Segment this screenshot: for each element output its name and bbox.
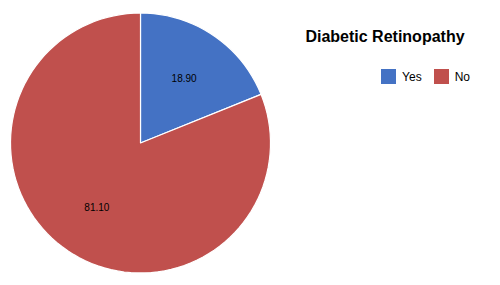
html-text:Yes: Yes [402,69,422,84]
svg-text:18.90: 18.90 [172,73,197,84]
svg-text:81.10: 81.10 [84,202,109,213]
html-text:No: No [454,69,470,84]
html-text:Diabetic Retinopathy: Diabetic Retinopathy [305,28,465,45]
